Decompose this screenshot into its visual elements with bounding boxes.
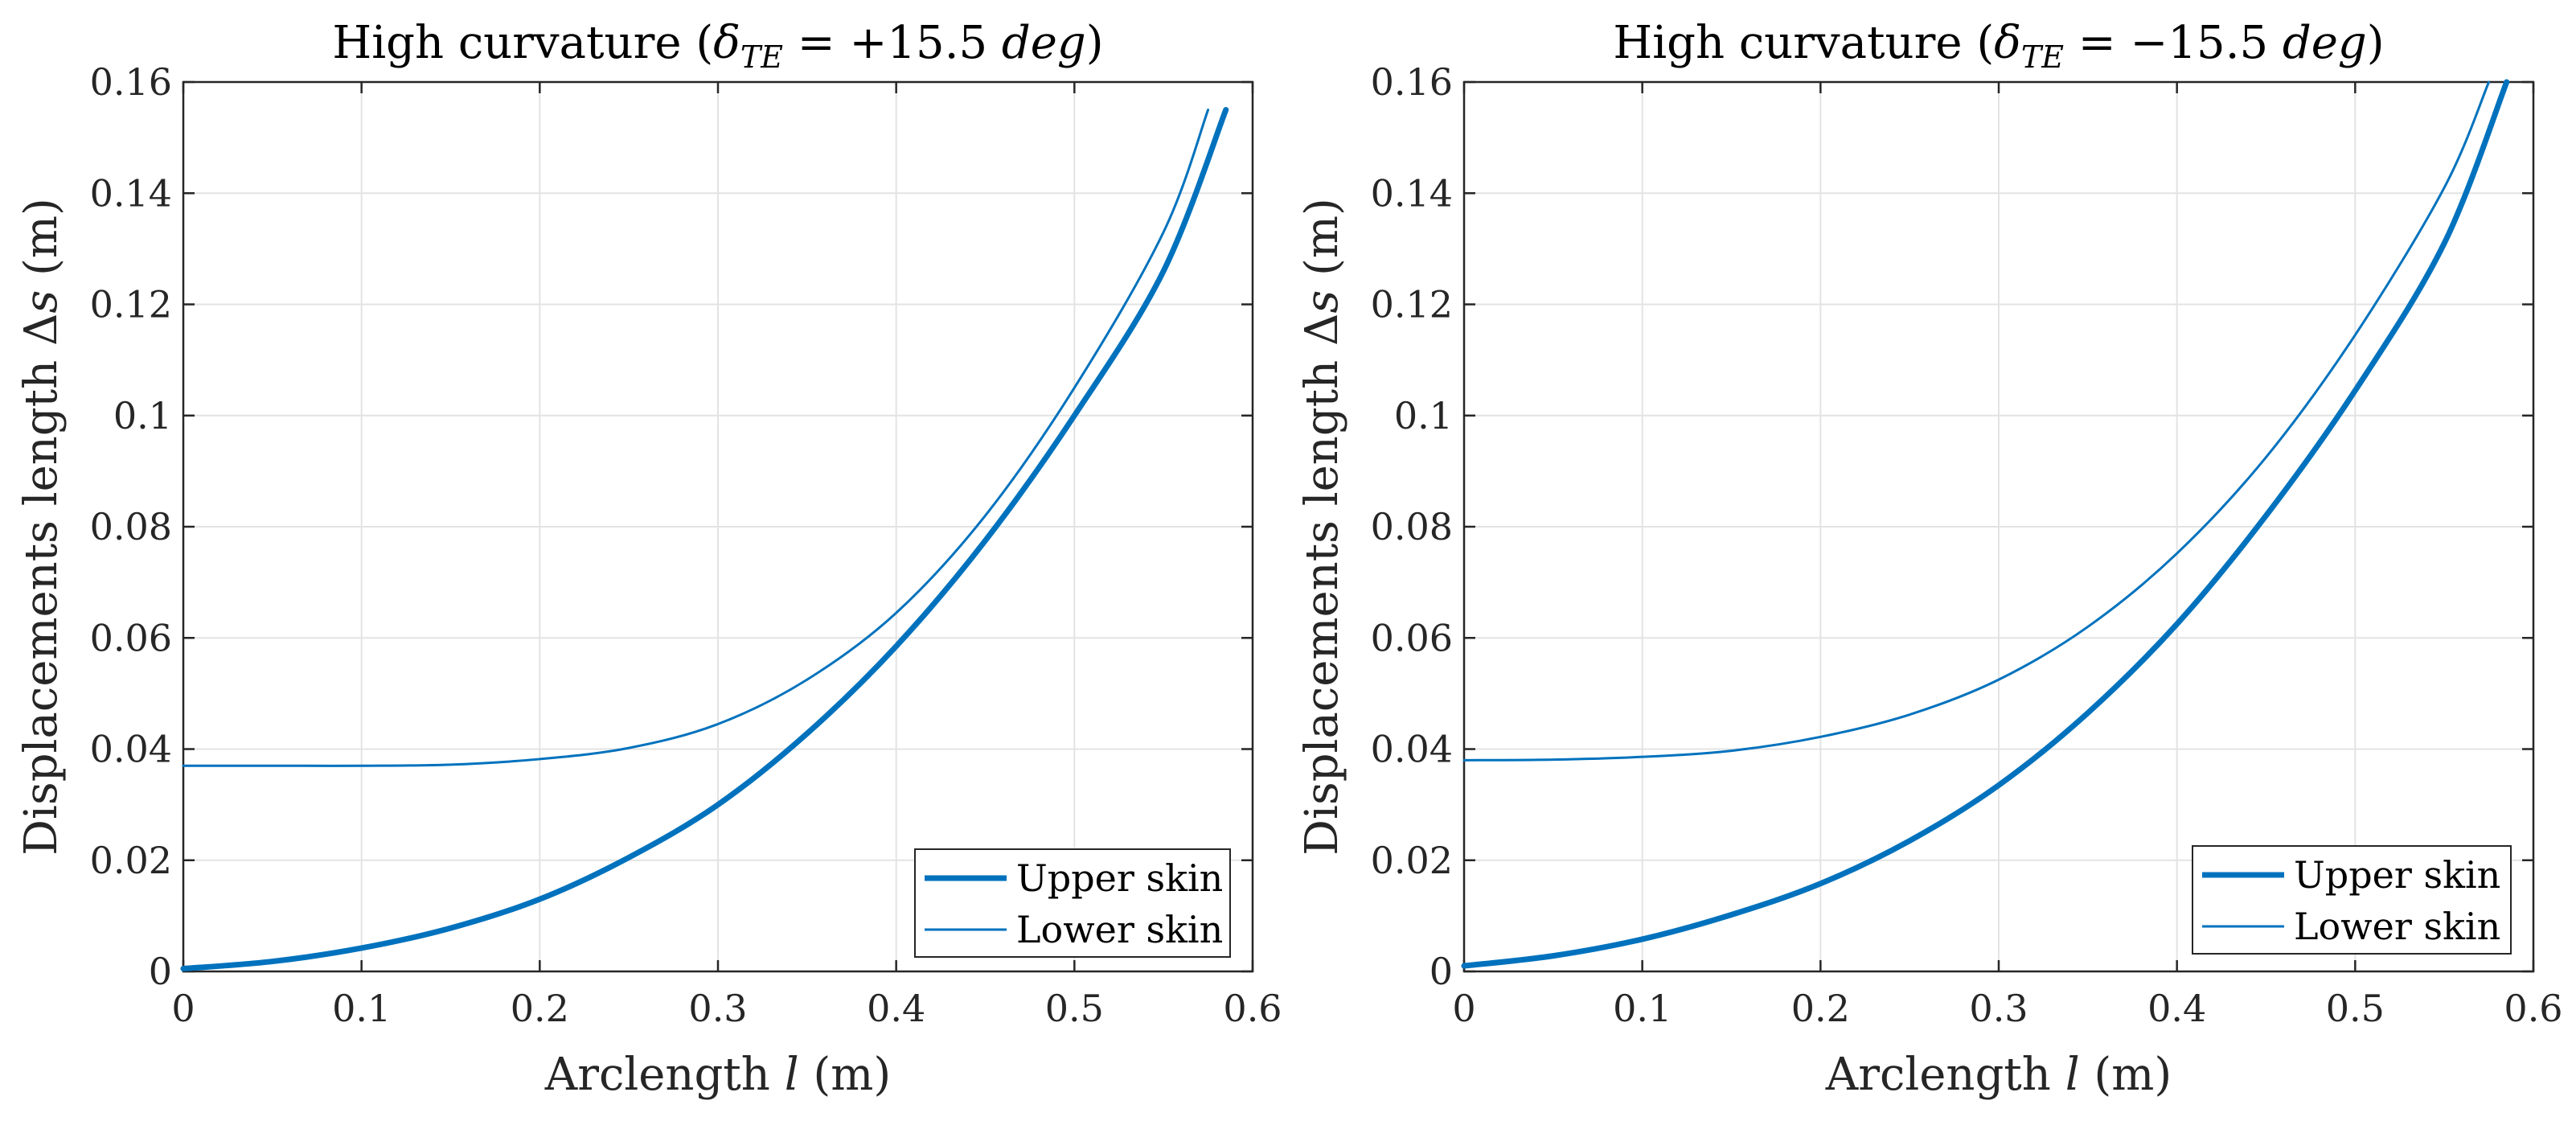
x-tick-label-right: 0.4 [2147,987,2206,1030]
x-tick-label-right: 0.2 [1791,987,1850,1030]
x-tick-label-right: 0 [1452,987,1475,1030]
x-tick-label-right: 0.1 [1613,987,1672,1030]
x-tick-label-left: 0.1 [332,987,391,1030]
ticks-right [1462,80,2535,973]
legend-box-right [2192,845,2512,955]
legend-label-upper-right: Upper skin [2294,853,2500,897]
legend-label-lower-left: Lower skin [1016,908,1223,951]
x-tick-label-left: 0 [171,987,195,1030]
y-tick-label-right: 0.06 [1371,616,1453,659]
legend-box-left [914,848,1231,958]
y-tick-label-left: 0.06 [90,616,172,659]
legend-right: Upper skin Lower skin [2192,845,2512,955]
x-tick-label-left: 0.5 [1045,987,1104,1030]
y-tick-label-right: 0.02 [1371,839,1453,882]
series-line-lower-skin-left [182,109,1210,767]
legend-label-lower-right: Lower skin [2294,905,2500,948]
y-tick-label-left: 0.02 [90,839,172,882]
x-tick-label-left: 0.4 [867,987,925,1030]
chart-right: 0 0.1 0.2 0.3 0.4 0.5 0.6 0 0.02 0.04 0.06 0.08 0.1… [1296,17,2563,1101]
series-line-lower-skin-right [1462,80,2491,762]
x-tick-label-left: 0.3 [688,987,747,1030]
y-tick-label-right: 0.04 [1371,728,1453,771]
chart-title-right: High curvature (δTE = −15.5 deg) [1613,17,2384,75]
grid-left [183,82,1253,971]
chart-left: 0 0.1 0.2 0.3 0.4 0.5 0.6 0 0.02 0.04 0.06 0.08 0.1… [15,17,1282,1101]
x-tick-label-right: 0.6 [2504,987,2562,1030]
y-tick-label-left: 0.08 [90,505,172,548]
x-tick-label-right: 0.5 [2326,987,2385,1030]
y-axis-label-left: Displacements length Δs (m) [15,198,68,856]
y-tick-label-left: 0 [149,950,172,993]
y-tick-label-left: 0.1 [113,394,172,437]
chart-title-left: High curvature (δTE = +15.5 deg) [332,17,1103,75]
ytick-labels-left: 0 0.02 0.04 0.06 0.08 0.1 0.12 0.14 0.16 [90,60,172,993]
grid-right [1464,82,2533,971]
y-axis-label-right: Displacements length Δs (m) [1296,198,1348,856]
series-line-upper-skin-left [180,107,1229,972]
x-axis-label-right: Arclength l (m) [1825,1049,2172,1101]
y-tick-label-right: 0 [1430,950,1453,993]
y-tick-label-left: 0.04 [90,728,172,771]
xtick-labels-left: 0 0.1 0.2 0.3 0.4 0.5 0.6 [171,987,1282,1030]
legend-left: Upper skin Lower skin [914,848,1231,958]
x-axis-label-left: Arclength l (m) [544,1049,891,1101]
y-tick-label-right: 0.12 [1371,283,1453,326]
y-tick-label-right: 0.1 [1394,394,1453,437]
xtick-labels-right: 0 0.1 0.2 0.3 0.4 0.5 0.6 [1452,987,2562,1030]
series-layer-left [180,107,1229,972]
y-tick-label-left: 0.12 [90,283,172,326]
x-tick-label-left: 0.2 [511,987,569,1030]
y-tick-label-left: 0.14 [90,171,172,215]
series-layer-right [1461,79,2510,969]
y-tick-label-right: 0.08 [1371,505,1453,548]
y-tick-label-right: 0.16 [1371,60,1453,104]
x-tick-label-left: 0.6 [1223,987,1282,1030]
legend-label-upper-left: Upper skin [1016,856,1223,900]
ytick-labels-right: 0 0.02 0.04 0.06 0.08 0.1 0.12 0.14 0.16 [1371,60,1453,993]
series-line-upper-skin-right [1461,79,2510,969]
y-tick-label-right: 0.14 [1371,171,1453,215]
y-tick-label-left: 0.16 [90,60,172,104]
x-tick-label-right: 0.3 [1969,987,2028,1030]
